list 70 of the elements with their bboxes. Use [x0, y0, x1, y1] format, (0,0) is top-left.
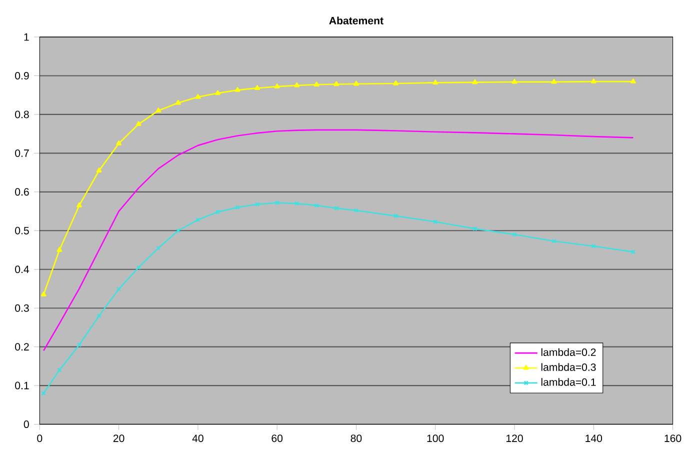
point: [215, 90, 220, 96]
point: [590, 78, 596, 84]
point: [254, 202, 260, 207]
point: [334, 206, 339, 211]
point: [433, 219, 438, 224]
point: [96, 168, 102, 172]
point: [294, 82, 300, 88]
x-tick-label: 120: [506, 434, 523, 442]
y-tick-label: 0.2: [15, 343, 29, 351]
point: [40, 292, 46, 296]
point: [354, 208, 359, 213]
y-tick-label: 0.5: [15, 226, 29, 234]
point: [116, 286, 122, 292]
point: [512, 232, 517, 237]
y-tick-label: 0: [24, 420, 29, 428]
point: [235, 205, 240, 210]
y-tick-label: 0.4: [15, 266, 30, 274]
point: [274, 84, 280, 88]
point: [76, 342, 82, 348]
point: [432, 80, 438, 85]
point: [630, 78, 636, 84]
point: [175, 100, 181, 105]
x-tick-label: 100: [427, 434, 444, 442]
point: [156, 246, 161, 250]
point: [57, 368, 62, 372]
x-tick-label: 80: [350, 434, 362, 442]
point: [472, 79, 478, 84]
point: [314, 82, 320, 86]
point: [196, 217, 200, 222]
point: [591, 244, 596, 248]
x-tick-label: 160: [664, 434, 682, 442]
point: [136, 265, 141, 270]
point: [234, 87, 240, 92]
x-tick-label: 0: [37, 434, 42, 442]
point: [156, 108, 162, 112]
legend-label: lambda=0.1: [541, 378, 596, 386]
y-tick-label: 0.6: [15, 188, 29, 196]
point: [551, 78, 557, 84]
legend-label: lambda=0.3: [541, 363, 596, 371]
point: [254, 85, 260, 90]
point: [116, 140, 122, 146]
point: [393, 80, 399, 86]
y-tick-label: 1: [24, 33, 29, 41]
y-tick-label: 0.1: [15, 382, 29, 390]
point: [76, 202, 82, 208]
point: [393, 214, 398, 218]
point: [472, 226, 478, 232]
y-tick-label: 0.7: [15, 149, 29, 157]
point: [353, 80, 359, 86]
point: [176, 228, 180, 233]
y-tick-label: 0.9: [15, 72, 29, 80]
point: [294, 201, 300, 206]
point: [334, 81, 340, 86]
point: [136, 121, 142, 126]
chart-title: Abatement: [329, 16, 384, 24]
point: [96, 314, 102, 318]
point: [215, 210, 220, 214]
point: [274, 200, 280, 206]
point: [56, 246, 62, 252]
x-tick-label: 60: [272, 434, 283, 442]
y-tick-label: 0.8: [15, 110, 29, 118]
point: [195, 94, 201, 99]
point: [552, 238, 556, 244]
point: [314, 203, 319, 208]
legend-label: lambda=0.2: [541, 348, 596, 356]
y-tick-label: 0.3: [15, 304, 29, 312]
x-tick-label: 140: [586, 434, 602, 442]
point: [512, 78, 518, 84]
x-tick-label: 20: [113, 434, 124, 442]
x-tick-label: 40: [192, 434, 204, 442]
